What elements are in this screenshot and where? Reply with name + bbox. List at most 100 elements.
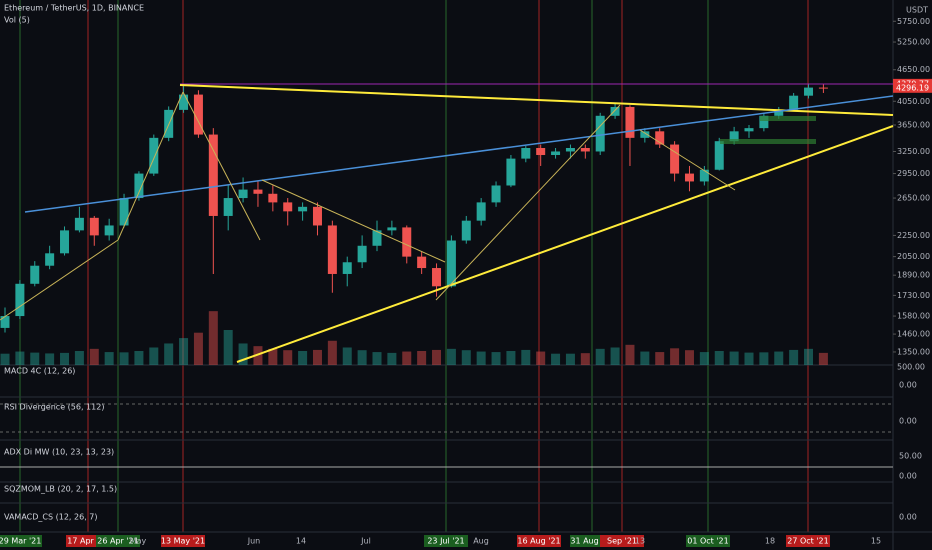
volume-bar — [342, 347, 352, 365]
pane-tick-label: 0.00 — [899, 417, 917, 426]
volume-bar — [759, 352, 769, 365]
volume-bar — [804, 348, 814, 365]
volume-bar — [670, 348, 680, 365]
candle-body — [432, 268, 442, 287]
candle-body — [714, 141, 724, 170]
x-tick-label: Jun — [247, 537, 261, 546]
y-tick-label: 3250.00 — [897, 147, 930, 156]
y-tick-label: 1460.00 — [897, 330, 930, 339]
y-tick-label: 5750.00 — [897, 17, 930, 26]
trend-line — [182, 91, 261, 241]
x-label-box — [517, 535, 561, 547]
y-tick-label: 1580.00 — [897, 312, 930, 321]
candle-body — [327, 225, 337, 274]
candle-body — [729, 131, 739, 142]
x-label-box — [0, 535, 42, 547]
volume-bar — [327, 340, 337, 365]
candle-body — [45, 253, 55, 266]
volume-bar — [506, 351, 516, 365]
volume-bar — [625, 344, 635, 365]
x-tick-label: May — [130, 537, 147, 546]
candle-body — [312, 206, 322, 226]
candle-body — [104, 225, 114, 236]
currency: USDT — [906, 6, 928, 15]
volume-bar — [536, 351, 546, 365]
candle-body — [640, 131, 650, 138]
x-tick-label: 29 Mar '21 — [0, 537, 41, 546]
candle-body — [818, 87, 828, 89]
volume-bar — [283, 350, 293, 365]
x-tick-label: 14 — [296, 537, 306, 546]
candle-body — [208, 134, 218, 216]
volume-bar — [521, 349, 531, 365]
candle-body — [268, 193, 278, 203]
volume-bar — [595, 348, 605, 365]
candle-body — [536, 147, 546, 156]
x-label-box — [600, 535, 644, 547]
candle-body — [670, 144, 680, 174]
x-tick-label: Jul — [360, 537, 371, 546]
zone — [720, 139, 816, 144]
volume-bar — [253, 346, 263, 365]
volume-bar — [417, 351, 427, 365]
volume-bar — [640, 351, 650, 365]
candle-body — [60, 230, 70, 254]
price-label-box — [893, 82, 932, 93]
x-label-box — [786, 535, 830, 547]
trend-line — [0, 239, 119, 321]
candle-body — [372, 230, 382, 246]
x-tick-label: 13 — [635, 537, 645, 546]
volume-bar — [134, 351, 144, 365]
volume-bar — [655, 352, 665, 365]
x-label-box — [161, 535, 205, 547]
volume-bar — [402, 351, 412, 365]
volume-bar — [744, 352, 754, 365]
candle-body — [699, 169, 709, 182]
pane-label: VAMACD_CS (12, 26, 7) — [4, 513, 97, 522]
candle-body — [625, 106, 635, 138]
trend-line — [435, 104, 621, 301]
volume-bar — [461, 350, 471, 365]
candle-body — [134, 173, 144, 199]
pane-label: MACD 4C (12, 26) — [4, 367, 75, 376]
x-tick-label: 01 Oct '21 — [687, 537, 728, 546]
x-tick-label: 16 Aug '21 — [517, 537, 560, 546]
volume-bar — [45, 353, 55, 365]
candle-body — [238, 189, 248, 199]
y-tick-label: 2250.00 — [897, 231, 930, 240]
volume-bar — [268, 348, 278, 365]
x-tick-label: 23 Jul '21 — [427, 537, 464, 546]
candle-body — [655, 131, 665, 145]
volume-bar — [74, 351, 84, 365]
volume-bar — [446, 348, 456, 365]
candle-body — [387, 227, 397, 231]
volume-bar — [89, 348, 99, 365]
candle-body — [74, 217, 84, 231]
candle-body — [446, 240, 456, 287]
candle-body — [804, 87, 814, 96]
volume-bar — [818, 352, 828, 365]
volume-bar — [789, 349, 799, 365]
volume-bar — [60, 352, 70, 365]
candle-body — [476, 202, 486, 221]
candle-body — [193, 94, 203, 135]
y-tick-label: 4050.00 — [897, 97, 930, 106]
candle-body — [402, 227, 412, 257]
pane-tick-label: 0.00 — [899, 472, 917, 481]
pane-tick-label: 50.00 — [899, 452, 922, 461]
y-tick-label: 4650.00 — [897, 65, 930, 74]
volume-bar — [729, 351, 739, 365]
y-tick-label: 1890.00 — [897, 271, 930, 280]
x-tick-label: 13 May '21 — [161, 537, 205, 546]
volume-bar — [714, 351, 724, 365]
x-tick-label: 27 Oct '21 — [787, 537, 828, 546]
volume-bar — [193, 332, 203, 365]
trend-line — [24, 95, 894, 213]
trend-line — [261, 179, 446, 263]
candle-body — [30, 265, 40, 284]
x-label-box — [686, 535, 730, 547]
pane-label: RSI Divergence (56, 112) — [4, 403, 104, 412]
x-tick-label: Sep '21 — [607, 537, 637, 546]
volume-bar — [30, 352, 40, 365]
